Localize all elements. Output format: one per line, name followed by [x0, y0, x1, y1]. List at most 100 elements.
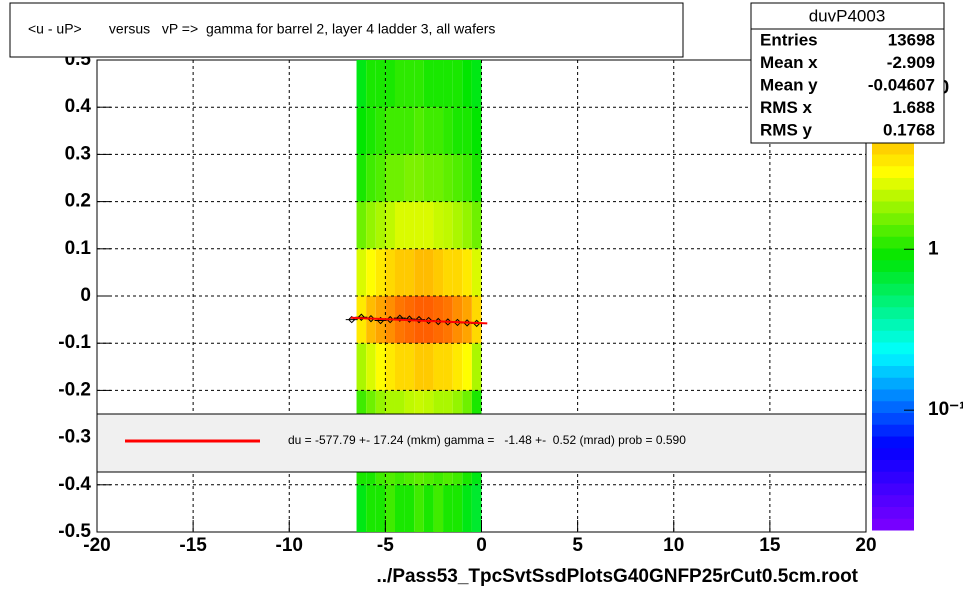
palette-step — [872, 389, 914, 402]
y-tick-label: 0.3 — [65, 143, 91, 164]
heatmap-cell — [433, 201, 444, 249]
heatmap-cell — [385, 154, 395, 202]
heatmap-cell — [404, 107, 415, 155]
chart-title: <u - uP> versus vP => gamma for barrel 2… — [28, 21, 495, 37]
heatmap-cell — [375, 201, 386, 249]
heatmap-cell — [452, 484, 463, 532]
heatmap-cell — [443, 154, 453, 202]
x-tick-label: -15 — [179, 535, 207, 556]
palette-step — [872, 165, 914, 178]
palette-step — [872, 177, 914, 190]
stats-label: RMS y — [760, 120, 813, 139]
palette-step — [872, 201, 914, 214]
heatmap-cell — [452, 60, 463, 108]
stats-label: Entries — [760, 30, 818, 49]
palette-step — [872, 142, 914, 155]
x-tick-label: 0 — [476, 535, 487, 556]
heatmap-cell — [423, 248, 434, 296]
heatmap-cell — [423, 107, 434, 155]
heatmap-cell — [462, 248, 472, 296]
heatmap-cell — [471, 248, 482, 296]
heatmap-cell — [462, 343, 472, 391]
heatmap-cell — [423, 343, 434, 391]
heatmap-cell — [394, 201, 405, 249]
stats-label: Mean x — [760, 53, 818, 72]
heatmap-cell — [423, 60, 434, 108]
heatmap-cell — [375, 154, 386, 202]
heatmap-cell — [433, 107, 444, 155]
heatmap-cell — [471, 154, 482, 202]
heatmap-cell — [423, 296, 434, 344]
heatmap-cell — [433, 154, 444, 202]
palette-step — [872, 330, 914, 343]
heatmap-cell — [443, 60, 453, 108]
y-tick-label: -0.4 — [58, 474, 91, 495]
heatmap-cell — [404, 248, 415, 296]
heatmap-cell — [423, 201, 434, 249]
palette-step — [872, 212, 914, 225]
heatmap-cell — [404, 201, 415, 249]
heatmap-cell — [414, 60, 424, 108]
palette-step — [872, 283, 914, 296]
heatmap-cell — [375, 484, 386, 532]
heatmap-cell — [375, 343, 386, 391]
heatmap-cell — [462, 201, 472, 249]
x-tick-label: 20 — [855, 535, 876, 556]
heatmap-cell — [423, 484, 434, 532]
heatmap-cell — [433, 248, 444, 296]
heatmap-cell — [462, 107, 472, 155]
x-axis-label: ../Pass53_TpcSvtSsdPlotsG40GNFP25rCut0.5… — [376, 566, 858, 587]
profile-point — [345, 315, 358, 324]
x-tick-label: 5 — [572, 535, 583, 556]
heatmap-cell — [366, 248, 376, 296]
heatmap-cell — [414, 201, 424, 249]
heatmap-cell — [471, 343, 482, 391]
heatmap-cell — [356, 201, 367, 249]
palette-step — [872, 365, 914, 378]
heatmap-cell — [394, 248, 405, 296]
heatmap-cell — [404, 343, 415, 391]
heatmap-cell — [452, 248, 463, 296]
heatmap-cell — [366, 60, 376, 108]
x-tick-label: -20 — [83, 535, 110, 556]
heatmap-cell — [471, 296, 482, 344]
heatmap-cell — [394, 343, 405, 391]
heatmap-cell — [452, 107, 463, 155]
stats-value: 13698 — [888, 30, 935, 49]
palette-step — [872, 189, 914, 202]
legend-box — [96, 413, 867, 473]
palette-step — [872, 271, 914, 284]
heatmap-cell — [433, 296, 444, 344]
stats-label: RMS x — [760, 98, 813, 117]
heatmap-cell — [394, 154, 405, 202]
heatmap-cell — [414, 248, 424, 296]
title-box — [9, 2, 684, 58]
stats-value: -0.04607 — [868, 75, 935, 94]
x-tick-label: -10 — [276, 535, 303, 556]
heatmap-cell — [366, 107, 376, 155]
heatmap-cell — [433, 484, 444, 532]
stats-value: 0.1768 — [883, 120, 935, 139]
heatmap-cell — [443, 248, 453, 296]
heatmap-cell — [462, 154, 472, 202]
heatmap-cell — [366, 484, 376, 532]
heatmap-cell — [452, 201, 463, 249]
heatmap-cell — [452, 154, 463, 202]
heatmap-cell — [356, 343, 367, 391]
y-tick-label: -0.5 — [58, 521, 91, 542]
heatmap-cell — [366, 201, 376, 249]
x-tick-label: -5 — [377, 535, 394, 556]
y-tick-label: 0.2 — [65, 191, 91, 212]
legend-text: du = -577.79 +- 17.24 (mkm) gamma = -1.4… — [288, 433, 686, 447]
stats-label: Mean y — [760, 75, 818, 94]
heatmap-cell — [394, 107, 405, 155]
palette-step — [872, 342, 914, 355]
palette-step — [872, 471, 914, 484]
heatmap-cell — [443, 343, 453, 391]
heatmap-cell — [356, 248, 367, 296]
y-tick-label: 0 — [80, 285, 91, 306]
palette-step — [872, 295, 914, 308]
heatmap-cell — [433, 343, 444, 391]
stats-box — [750, 2, 945, 144]
heatmap-cell — [385, 107, 395, 155]
